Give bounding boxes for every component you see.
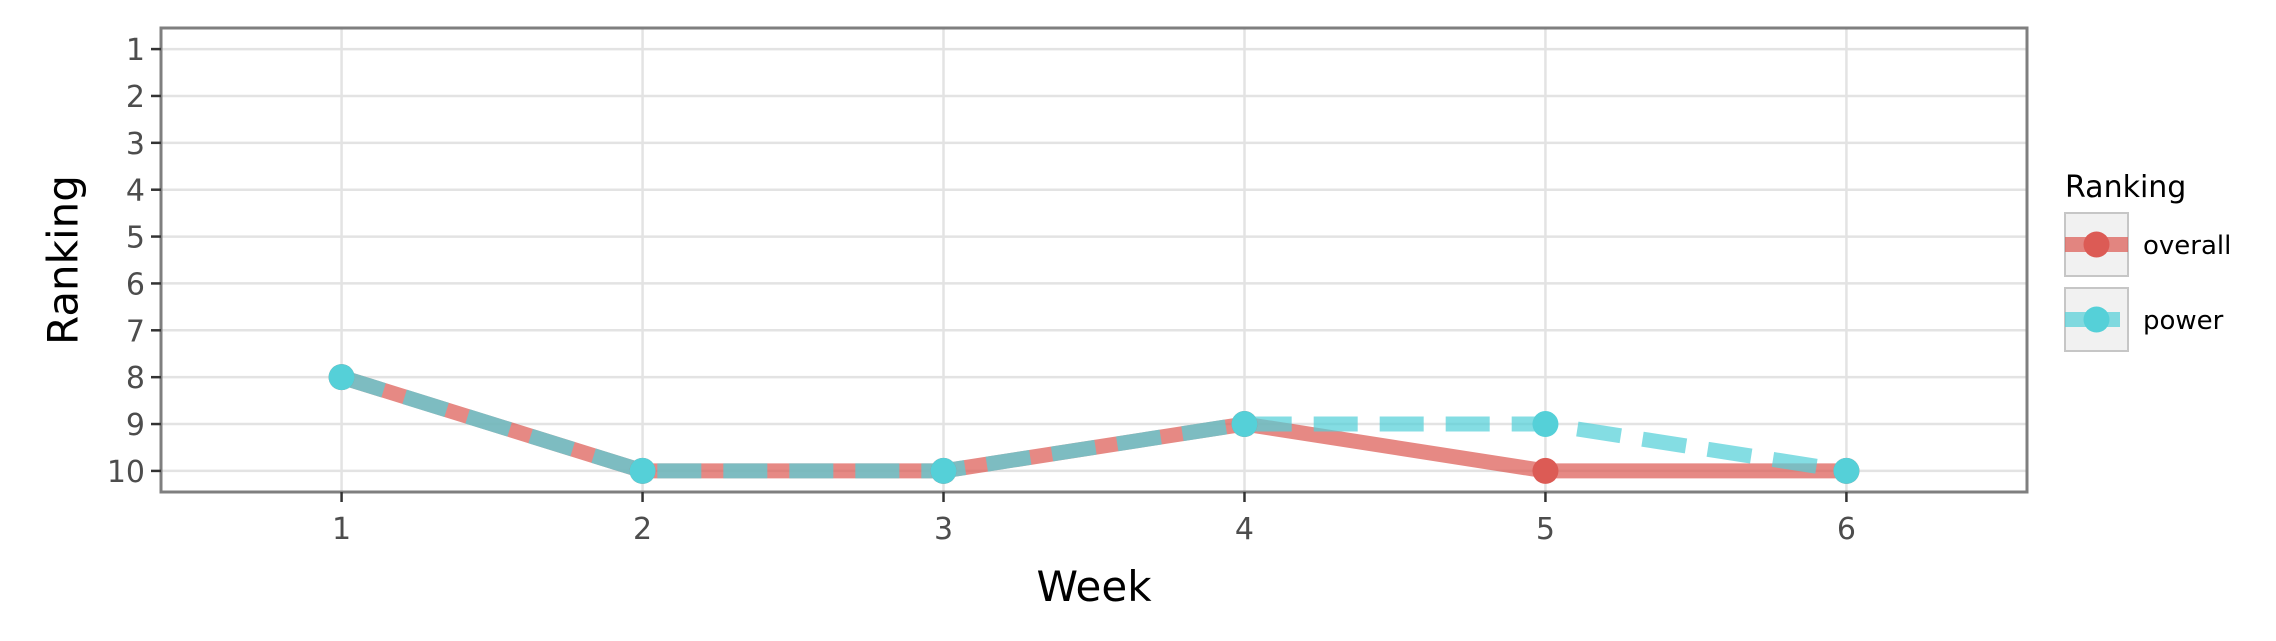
y-tick-label: 7 [126,314,145,349]
y-axis-title: Ranking [39,175,88,345]
legend-key-marker [2083,231,2110,258]
y-tick-label: 10 [107,455,145,490]
plot-frame [159,26,2029,494]
series-lines [339,370,1848,479]
data-point-power [328,364,355,391]
y-tick-label: 2 [126,80,145,115]
data-point-power [1231,411,1258,438]
y-tick-label: 4 [126,174,145,209]
y-tick-label: 1 [126,33,145,68]
legend-title: Ranking [2065,170,2186,205]
data-point-power [930,457,957,484]
x-tick-label: 6 [1837,512,1856,547]
data-point-power [1532,411,1559,438]
x-tick-label: 4 [1235,512,1254,547]
series-points [328,364,1860,484]
data-point-overall [1532,457,1559,484]
y-tick-label: 5 [126,221,145,256]
y-tick-label: 8 [126,361,145,396]
legend-label-power: power [2143,306,2224,336]
x-tick-label: 3 [934,512,953,547]
data-point-power [1833,457,1860,484]
y-tick-label: 6 [126,267,145,302]
y-tick-label: 3 [126,127,145,162]
x-axis: 1 2 3 4 5 6 [332,492,1856,547]
data-point-power [629,457,656,484]
x-axis-title: Week [1036,562,1152,611]
legend-key-power [2064,287,2129,352]
x-tick-label: 1 [332,512,351,547]
series-line-power [339,370,1848,479]
y-tick-label: 9 [126,408,145,443]
legend: Ranking overall power [2064,170,2231,352]
x-tick-label: 5 [1536,512,1555,547]
legend-key-overall [2064,212,2129,277]
legend-key-marker [2083,306,2110,333]
grid-lines [161,28,2027,492]
legend-label-overall: overall [2143,231,2231,261]
x-tick-label: 2 [633,512,652,547]
y-axis: 1 2 3 4 5 6 7 8 9 10 [107,33,161,490]
legend-items: overall power [2064,212,2231,352]
